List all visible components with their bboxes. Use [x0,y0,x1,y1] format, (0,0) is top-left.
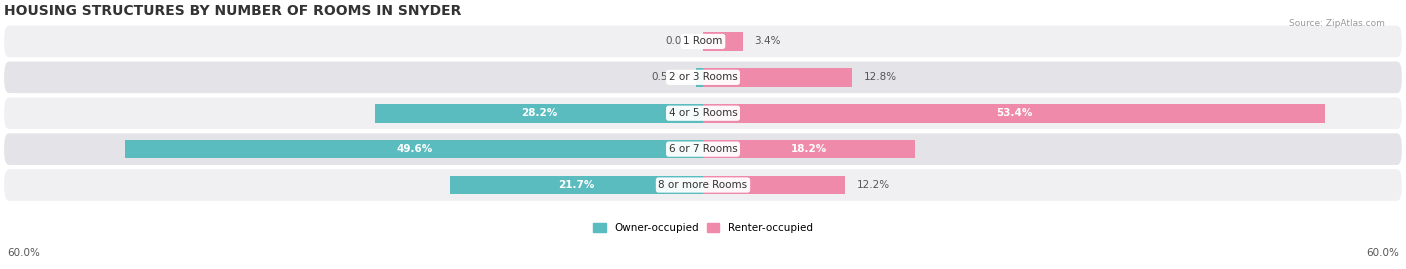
Text: 60.0%: 60.0% [1367,248,1399,258]
Text: 1 Room: 1 Room [683,36,723,47]
Text: 0.59%: 0.59% [651,72,685,82]
Bar [703,104,1324,123]
Legend: Owner-occupied, Renter-occupied: Owner-occupied, Renter-occupied [589,219,817,237]
FancyBboxPatch shape [4,97,1402,129]
Text: 21.7%: 21.7% [558,180,595,190]
Bar [703,32,742,51]
Bar [703,140,915,158]
Bar [374,104,703,123]
Text: 53.4%: 53.4% [995,108,1032,118]
Bar [696,68,703,87]
FancyBboxPatch shape [4,133,1402,165]
Text: 18.2%: 18.2% [790,144,827,154]
Text: 2 or 3 Rooms: 2 or 3 Rooms [669,72,737,82]
Text: HOUSING STRUCTURES BY NUMBER OF ROOMS IN SNYDER: HOUSING STRUCTURES BY NUMBER OF ROOMS IN… [4,4,461,18]
Text: 6 or 7 Rooms: 6 or 7 Rooms [669,144,737,154]
Text: 0.0%: 0.0% [665,36,692,47]
Bar [703,68,852,87]
Text: 28.2%: 28.2% [520,108,557,118]
FancyBboxPatch shape [4,169,1402,201]
Bar [703,176,845,194]
FancyBboxPatch shape [4,26,1402,57]
Text: 4 or 5 Rooms: 4 or 5 Rooms [669,108,737,118]
Text: Source: ZipAtlas.com: Source: ZipAtlas.com [1289,19,1385,28]
Text: 60.0%: 60.0% [7,248,39,258]
Text: 3.4%: 3.4% [754,36,780,47]
Text: 49.6%: 49.6% [396,144,432,154]
Text: 12.8%: 12.8% [863,72,897,82]
Bar [125,140,703,158]
Text: 8 or more Rooms: 8 or more Rooms [658,180,748,190]
Bar [450,176,703,194]
Text: 12.2%: 12.2% [856,180,890,190]
FancyBboxPatch shape [4,62,1402,93]
